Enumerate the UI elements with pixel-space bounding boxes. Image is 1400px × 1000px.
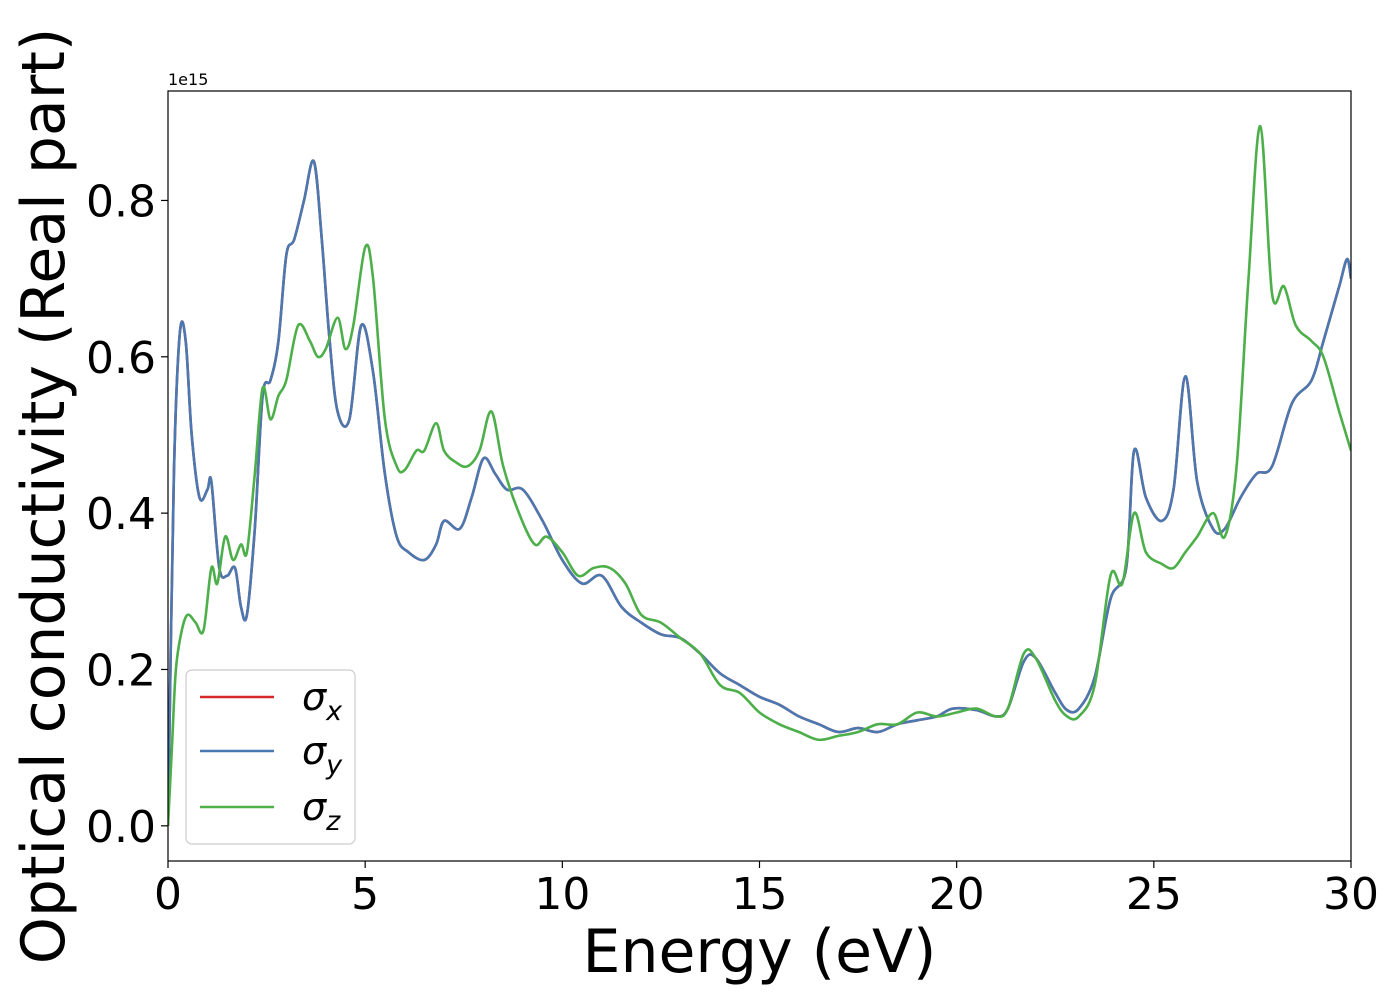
x-axis-title: Energy (eV) <box>583 917 937 987</box>
legend-label-y: σy <box>302 729 343 781</box>
x-tick-label: 25 <box>1126 869 1182 920</box>
legend-label-x: σx <box>302 675 343 727</box>
legend-box <box>185 669 356 845</box>
y-ticks: 0.0 0.2 0.4 0.6 0.8 <box>86 176 168 853</box>
x-tick-label: 30 <box>1323 869 1379 920</box>
legend-label-z: σz <box>302 785 341 837</box>
x-tick-label: 10 <box>534 869 590 920</box>
x-tick-label: 5 <box>351 869 379 920</box>
y-axis-title: Optical conductivity (Real part) <box>9 28 79 965</box>
y-tick-label: 0.8 <box>86 176 156 227</box>
x-tick-label: 15 <box>732 869 788 920</box>
series-line-y <box>168 159 1351 826</box>
series-line-z <box>168 124 1351 826</box>
x-tick-label: 20 <box>929 869 985 920</box>
y-tick-label: 0.0 <box>86 802 156 853</box>
y-tick-label: 0.6 <box>86 333 156 384</box>
y-axis-offset-label: 1e15 <box>168 70 208 89</box>
y-tick-label: 0.2 <box>86 645 156 696</box>
x-tick-label: 0 <box>154 869 182 920</box>
y-tick-label: 0.4 <box>86 489 156 540</box>
x-ticks: 0 5 10 15 20 25 30 <box>154 861 1379 920</box>
series-group <box>168 124 1351 826</box>
